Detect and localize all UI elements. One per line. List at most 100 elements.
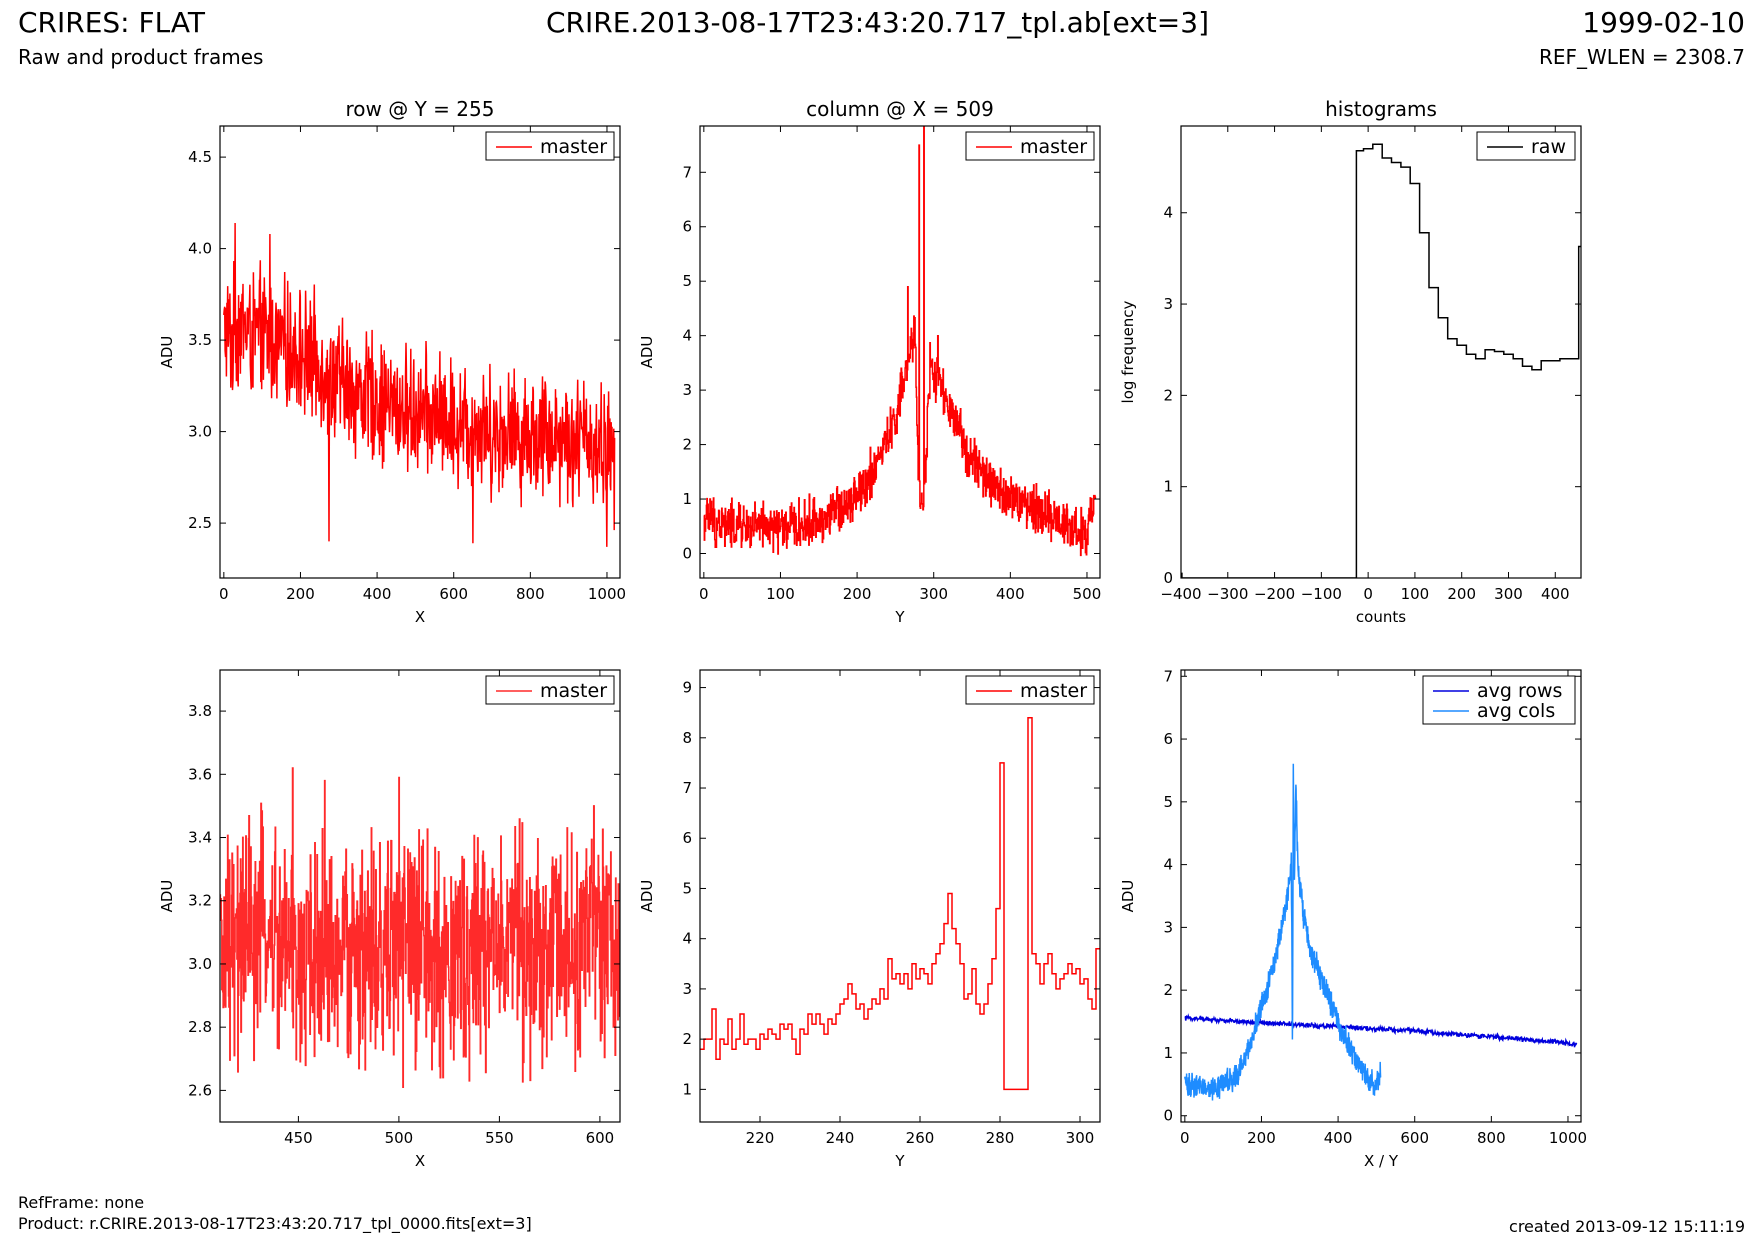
y-tick-label: 6 [1163, 730, 1173, 748]
plot-frame [699, 125, 1101, 579]
y-tick-label: 3.4 [188, 829, 212, 847]
x-tick-label: 200 [1247, 1129, 1276, 1147]
x-tick-label: 600 [1400, 1129, 1429, 1147]
y-tick-label: 5 [682, 879, 692, 897]
x-tick-label: 0 [699, 585, 709, 603]
y-tick-label: 6 [682, 829, 692, 847]
x-tick-label: 500 [1073, 585, 1102, 603]
plot-frame [219, 669, 621, 1123]
x-tick-label: 300 [1494, 585, 1523, 603]
legend-box [1476, 131, 1576, 161]
x-tick-label: 0 [1180, 1129, 1190, 1147]
y-tick-label: 2.6 [188, 1081, 212, 1099]
y-axis-label: ADU [1119, 880, 1137, 913]
y-tick-label: 4 [682, 930, 692, 948]
chart-histograms: −400 −300 −200 −100 0 100 200 300 400 0 1 2 3 4 histog… [1119, 97, 1582, 626]
plot-title: histograms [1325, 97, 1437, 121]
x-tick-label: 400 [1541, 585, 1570, 603]
chart-averages: 0 200 400 600 800 1000 0 1 2 3 4 5 6 7 X / Y ADU avg row… [1119, 667, 1587, 1170]
y-tick-label: 1 [1163, 478, 1173, 496]
x-tick-label: −400 [1160, 585, 1201, 603]
y-axis-label: ADU [158, 880, 176, 913]
y-tick-label: 7 [682, 779, 692, 797]
y-tick-label: 3 [682, 381, 692, 399]
y-tick-label: 3 [682, 980, 692, 998]
x-tick-label: 800 [516, 585, 545, 603]
y-tick-label: 6 [682, 218, 692, 236]
x-tick-label: 300 [919, 585, 948, 603]
x-tick-label: 550 [485, 1129, 514, 1147]
x-tick-label: 300 [1066, 1129, 1095, 1147]
y-tick-label: 7 [1163, 667, 1173, 685]
x-tick-label: 0 [1363, 585, 1373, 603]
y-tick-label: 3.0 [188, 423, 212, 441]
plot-frame [1180, 669, 1582, 1123]
legend-label: master [1020, 680, 1087, 702]
page-subtitle: Raw and product frames [18, 45, 264, 69]
x-axis-label: X [415, 1152, 425, 1170]
y-tick-label: 9 [682, 679, 692, 697]
x-tick-label: 100 [766, 585, 795, 603]
chart-column-zoom: 220 240 260 280 300 1 2 3 4 5 6 7 8 9 Y ADU master [638, 669, 1101, 1170]
y-tick-label: 2.8 [188, 1018, 212, 1036]
y-tick-label: 7 [682, 163, 692, 181]
x-tick-label: 240 [826, 1129, 855, 1147]
y-tick-label: 0 [682, 544, 692, 562]
plot-title: row @ Y = 255 [346, 97, 495, 121]
x-tick-label: 200 [1447, 585, 1476, 603]
x-tick-label: 600 [439, 585, 468, 603]
page-title: CRIRES: FLAT [18, 6, 205, 39]
x-tick-label: −100 [1301, 585, 1342, 603]
y-tick-label: 4 [1163, 856, 1173, 874]
y-tick-label: 1 [682, 490, 692, 508]
x-tick-label: 800 [1477, 1129, 1506, 1147]
chart-row-zoom: 450 500 550 600 2.6 2.8 3.0 3.2 3.4 3.6 3.8 X ADU mas… [158, 669, 621, 1170]
series-avg-rows [1184, 1013, 1578, 1048]
x-axis-label: Y [894, 608, 905, 626]
legend-box [485, 131, 615, 161]
x-tick-label: 400 [996, 585, 1025, 603]
x-tick-label: −300 [1207, 585, 1248, 603]
legend-label: raw [1531, 136, 1566, 158]
x-tick-label: 450 [284, 1129, 313, 1147]
y-axis-label: ADU [638, 880, 656, 913]
y-tick-label: 2 [1163, 386, 1173, 404]
y-tick-label: 2 [682, 1030, 692, 1048]
x-tick-label: 200 [286, 585, 315, 603]
legend-label: master [540, 680, 607, 702]
y-tick-label: 4 [682, 327, 692, 345]
legend: master [485, 675, 615, 705]
x-axis-label: Y [894, 1152, 905, 1170]
legend-box [965, 675, 1095, 705]
x-axis-label: counts [1356, 608, 1406, 626]
x-tick-label: −200 [1254, 585, 1295, 603]
x-tick-label: 400 [1324, 1129, 1353, 1147]
created-label: created 2013-09-12 15:11:19 [1509, 1217, 1745, 1236]
chart-column: 0 100 200 300 400 500 0 1 2 3 4 5 6 7 column @ X = 509… [638, 97, 1101, 626]
x-tick-label: 280 [986, 1129, 1015, 1147]
y-tick-label: 3.0 [188, 955, 212, 973]
x-axis-label: X [415, 608, 425, 626]
y-tick-label: 2 [682, 436, 692, 454]
plot-frame [1180, 125, 1582, 579]
legend-box [1422, 675, 1576, 725]
legend-box [965, 131, 1095, 161]
chart-row: 0 200 400 600 800 1000 2.5 3.0 3.5 4.0 4.5 row @ Y … [158, 97, 626, 626]
y-tick-label: 3.5 [188, 331, 212, 349]
x-axis-label: X / Y [1364, 1152, 1399, 1170]
y-axis-label: ADU [638, 336, 656, 369]
y-tick-label: 4.0 [188, 240, 212, 258]
y-tick-label: 3.6 [188, 765, 212, 783]
y-tick-label: 1 [682, 1080, 692, 1098]
x-tick-label: 600 [586, 1129, 615, 1147]
legend: master [485, 131, 615, 161]
series-master [220, 767, 620, 1088]
y-tick-label: 4 [1163, 204, 1173, 222]
date-label: 1999-02-10 [1582, 6, 1745, 39]
plot-frame [219, 125, 621, 579]
legend: master [965, 675, 1095, 705]
x-tick-label: 500 [385, 1129, 414, 1147]
y-tick-label: 3 [1163, 918, 1173, 936]
